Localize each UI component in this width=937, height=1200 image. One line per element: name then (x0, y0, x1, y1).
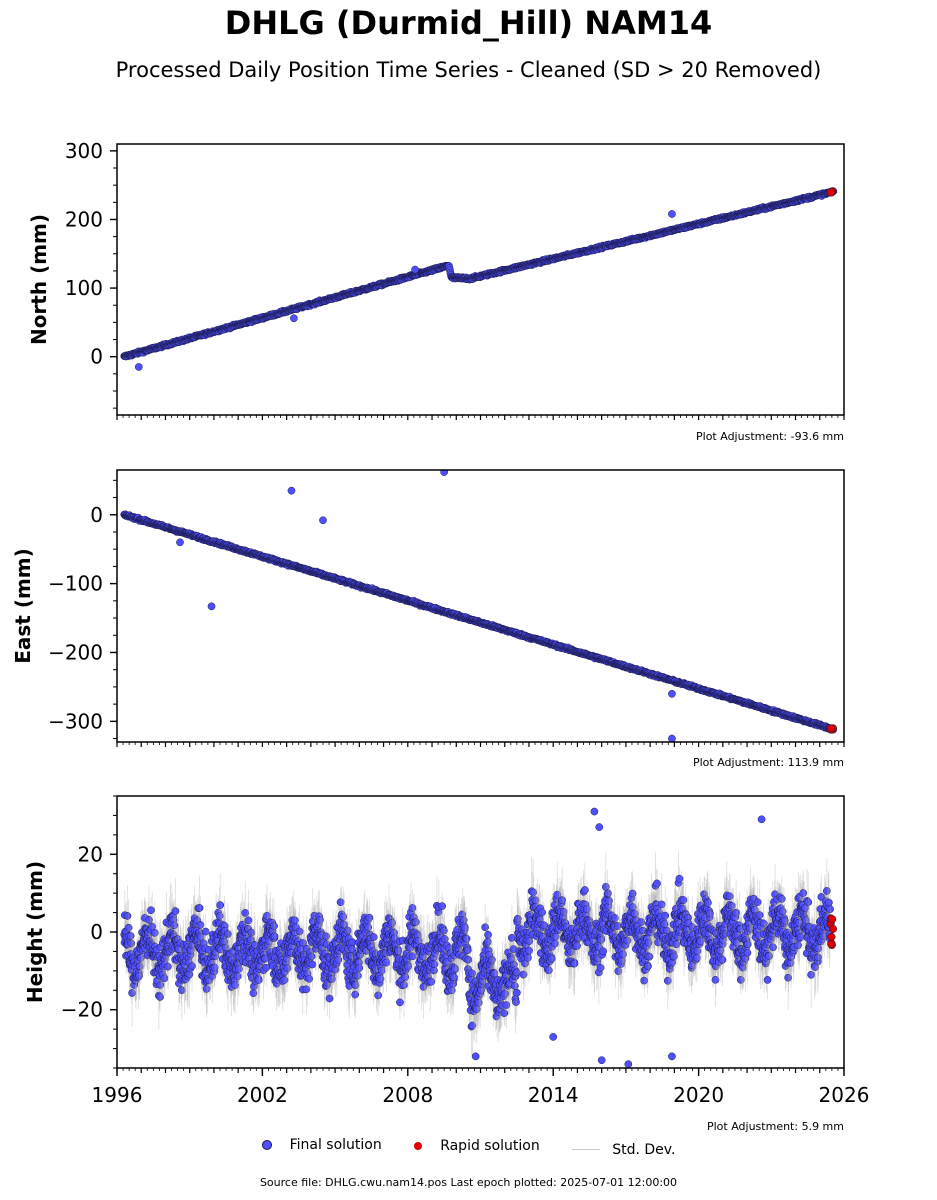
height-point (135, 962, 144, 971)
east-outlier-point (176, 538, 184, 547)
height-point (188, 962, 196, 970)
north-ytick-label: 200 (65, 207, 103, 231)
east-rapid-point (826, 724, 836, 733)
height-point (127, 939, 136, 948)
height-point (147, 906, 155, 915)
east-data-group (120, 470, 838, 742)
east-outlier-point (207, 602, 216, 611)
north-ytick-label: 100 (65, 276, 103, 300)
height-point (156, 993, 164, 1001)
height-point (126, 932, 135, 940)
east-ytick-label: −200 (48, 640, 103, 664)
height-point (160, 974, 169, 983)
east-ytick-label: 0 (90, 503, 103, 527)
height-point (171, 907, 180, 915)
east-ytick-label: −300 (48, 709, 103, 733)
height-point (145, 915, 153, 924)
height-point (170, 921, 179, 930)
east-ytick-label: −100 (48, 572, 103, 596)
height-point (128, 989, 136, 997)
east-outlier-point (668, 734, 676, 742)
north-plot-adjustment: Plot Adjustment: -93.6 mm (696, 430, 844, 443)
north-ytick-label: 300 (65, 139, 103, 163)
height-point (150, 928, 159, 937)
north-ylabel: North (mm) (27, 214, 51, 345)
east-outlier-point (668, 689, 676, 698)
east-plot-adjustment: Plot Adjustment: 113.9 mm (693, 756, 844, 769)
east-outlier-point (319, 516, 327, 525)
north-ytick-label: 0 (90, 345, 103, 369)
chart-title: DHLG (Durmid_Hill) NAM14 (224, 4, 713, 42)
height-point (196, 921, 205, 929)
height-point (164, 962, 172, 971)
height-point (216, 901, 225, 909)
east-outlier-point (287, 486, 296, 495)
height-point (156, 981, 165, 989)
north-data-group (120, 187, 838, 371)
height-point (196, 933, 205, 941)
height-point (262, 963, 271, 972)
height-point (124, 923, 133, 932)
east-outlier-point (440, 470, 448, 476)
chart-subtitle: Processed Daily Position Time Series - C… (115, 58, 822, 82)
north-outlier-point (134, 363, 143, 371)
height-data-group (120, 807, 838, 1068)
height-point (177, 986, 186, 995)
height-point (348, 938, 357, 946)
north-outlier-point (290, 314, 298, 323)
height-point (136, 954, 145, 962)
height-point (308, 960, 317, 969)
north-rapid-point (826, 188, 835, 197)
height-point (123, 912, 132, 920)
east-ylabel: East (mm) (11, 548, 35, 664)
height-point (201, 927, 210, 936)
height-point (195, 904, 204, 912)
height-point (135, 971, 143, 980)
north-outlier-point (668, 210, 676, 218)
north-outlier-point (411, 265, 419, 274)
